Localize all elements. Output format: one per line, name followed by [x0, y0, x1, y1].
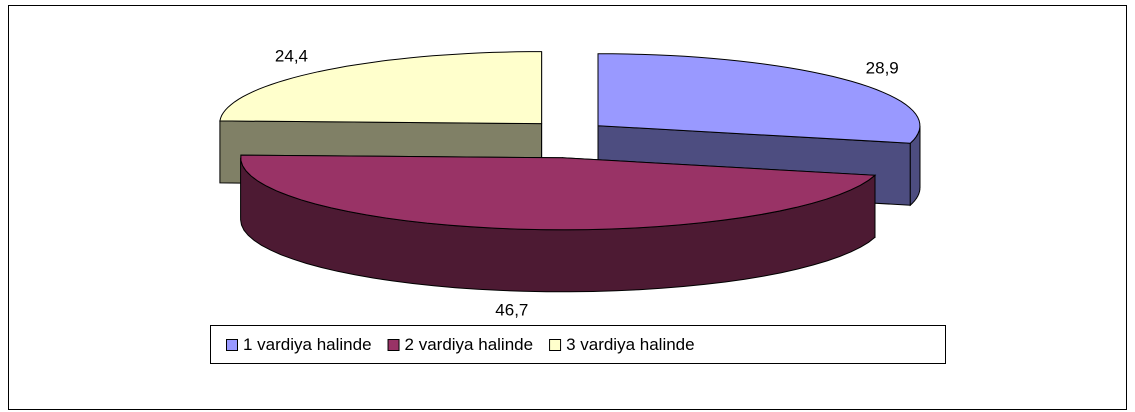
slice [219, 51, 543, 125]
slice [240, 154, 877, 231]
data-label: 24,4 [275, 47, 308, 66]
legend-swatch [387, 339, 400, 351]
legend-label: 1 vardiya halinde [243, 335, 372, 354]
legend-swatch [226, 339, 238, 351]
legend-swatch [549, 339, 562, 351]
legend-label: 2 vardiya halinde [405, 335, 534, 354]
pie [219, 51, 921, 293]
legend: 1 vardiya halinde 2 vardiya halinde 3 vard… [226, 335, 695, 354]
legend-box [210, 325, 946, 364]
slice [597, 53, 921, 144]
legend-label: 3 vardiya halinde [566, 335, 695, 354]
data-label: 46,7 [495, 301, 528, 320]
data-label: 28,9 [866, 58, 899, 77]
